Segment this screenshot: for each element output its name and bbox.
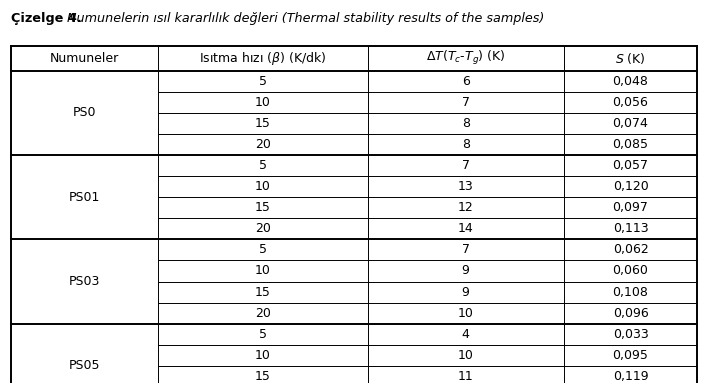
Text: Numuneler: Numuneler <box>50 52 119 65</box>
Text: 12: 12 <box>458 201 473 214</box>
Text: 6: 6 <box>462 75 470 88</box>
Text: 0,060: 0,060 <box>613 265 648 277</box>
Text: 15: 15 <box>255 286 271 298</box>
Text: 0,113: 0,113 <box>613 223 648 235</box>
Text: 7: 7 <box>462 244 470 256</box>
Text: 0,062: 0,062 <box>613 244 648 256</box>
Text: 8: 8 <box>462 138 470 151</box>
Text: 0,096: 0,096 <box>613 307 648 319</box>
Text: 10: 10 <box>458 307 474 319</box>
Text: Çizelge 4.: Çizelge 4. <box>11 12 81 25</box>
Text: 11: 11 <box>458 370 473 383</box>
Text: PS0: PS0 <box>73 106 96 119</box>
Text: Isıtma hızı ($\beta$) (K/dk): Isıtma hızı ($\beta$) (K/dk) <box>199 50 327 67</box>
Text: PS05: PS05 <box>69 359 100 372</box>
Text: 15: 15 <box>255 117 271 130</box>
Text: 5: 5 <box>259 328 267 340</box>
Text: 0,048: 0,048 <box>613 75 648 88</box>
Text: 7: 7 <box>462 96 470 109</box>
Text: 10: 10 <box>255 96 271 109</box>
Text: 7: 7 <box>462 159 470 172</box>
Text: 10: 10 <box>255 180 271 193</box>
Text: 0,097: 0,097 <box>613 201 648 214</box>
Text: 9: 9 <box>462 286 470 298</box>
Text: 9: 9 <box>462 265 470 277</box>
Text: 0,074: 0,074 <box>613 117 648 130</box>
Text: 0,033: 0,033 <box>613 328 648 340</box>
Text: 0,119: 0,119 <box>613 370 648 383</box>
Text: 0,120: 0,120 <box>613 180 648 193</box>
Text: 15: 15 <box>255 201 271 214</box>
Text: 5: 5 <box>259 159 267 172</box>
Text: 0,095: 0,095 <box>613 349 648 362</box>
Text: 10: 10 <box>255 349 271 362</box>
Text: 0,108: 0,108 <box>613 286 648 298</box>
Text: 14: 14 <box>458 223 473 235</box>
Text: 0,085: 0,085 <box>613 138 648 151</box>
Text: Numunelerin ısıl kararlılık değleri (Thermal stability results of the samples): Numunelerin ısıl kararlılık değleri (The… <box>63 12 545 25</box>
Text: 0,057: 0,057 <box>613 159 648 172</box>
Text: 20: 20 <box>255 307 271 319</box>
Text: 5: 5 <box>259 244 267 256</box>
Text: 5: 5 <box>259 75 267 88</box>
Text: $\Delta T(T_c$-$T_g)$ (K): $\Delta T(T_c$-$T_g)$ (K) <box>426 49 505 67</box>
Text: PS03: PS03 <box>69 275 100 288</box>
Text: 10: 10 <box>458 349 474 362</box>
Text: 0,056: 0,056 <box>613 96 648 109</box>
Text: $S$ (K): $S$ (K) <box>615 51 646 66</box>
Text: PS01: PS01 <box>69 191 100 204</box>
Text: 15: 15 <box>255 370 271 383</box>
Text: 4: 4 <box>462 328 470 340</box>
Text: 20: 20 <box>255 223 271 235</box>
Text: 8: 8 <box>462 117 470 130</box>
Text: 10: 10 <box>255 265 271 277</box>
Text: 13: 13 <box>458 180 473 193</box>
Text: 20: 20 <box>255 138 271 151</box>
